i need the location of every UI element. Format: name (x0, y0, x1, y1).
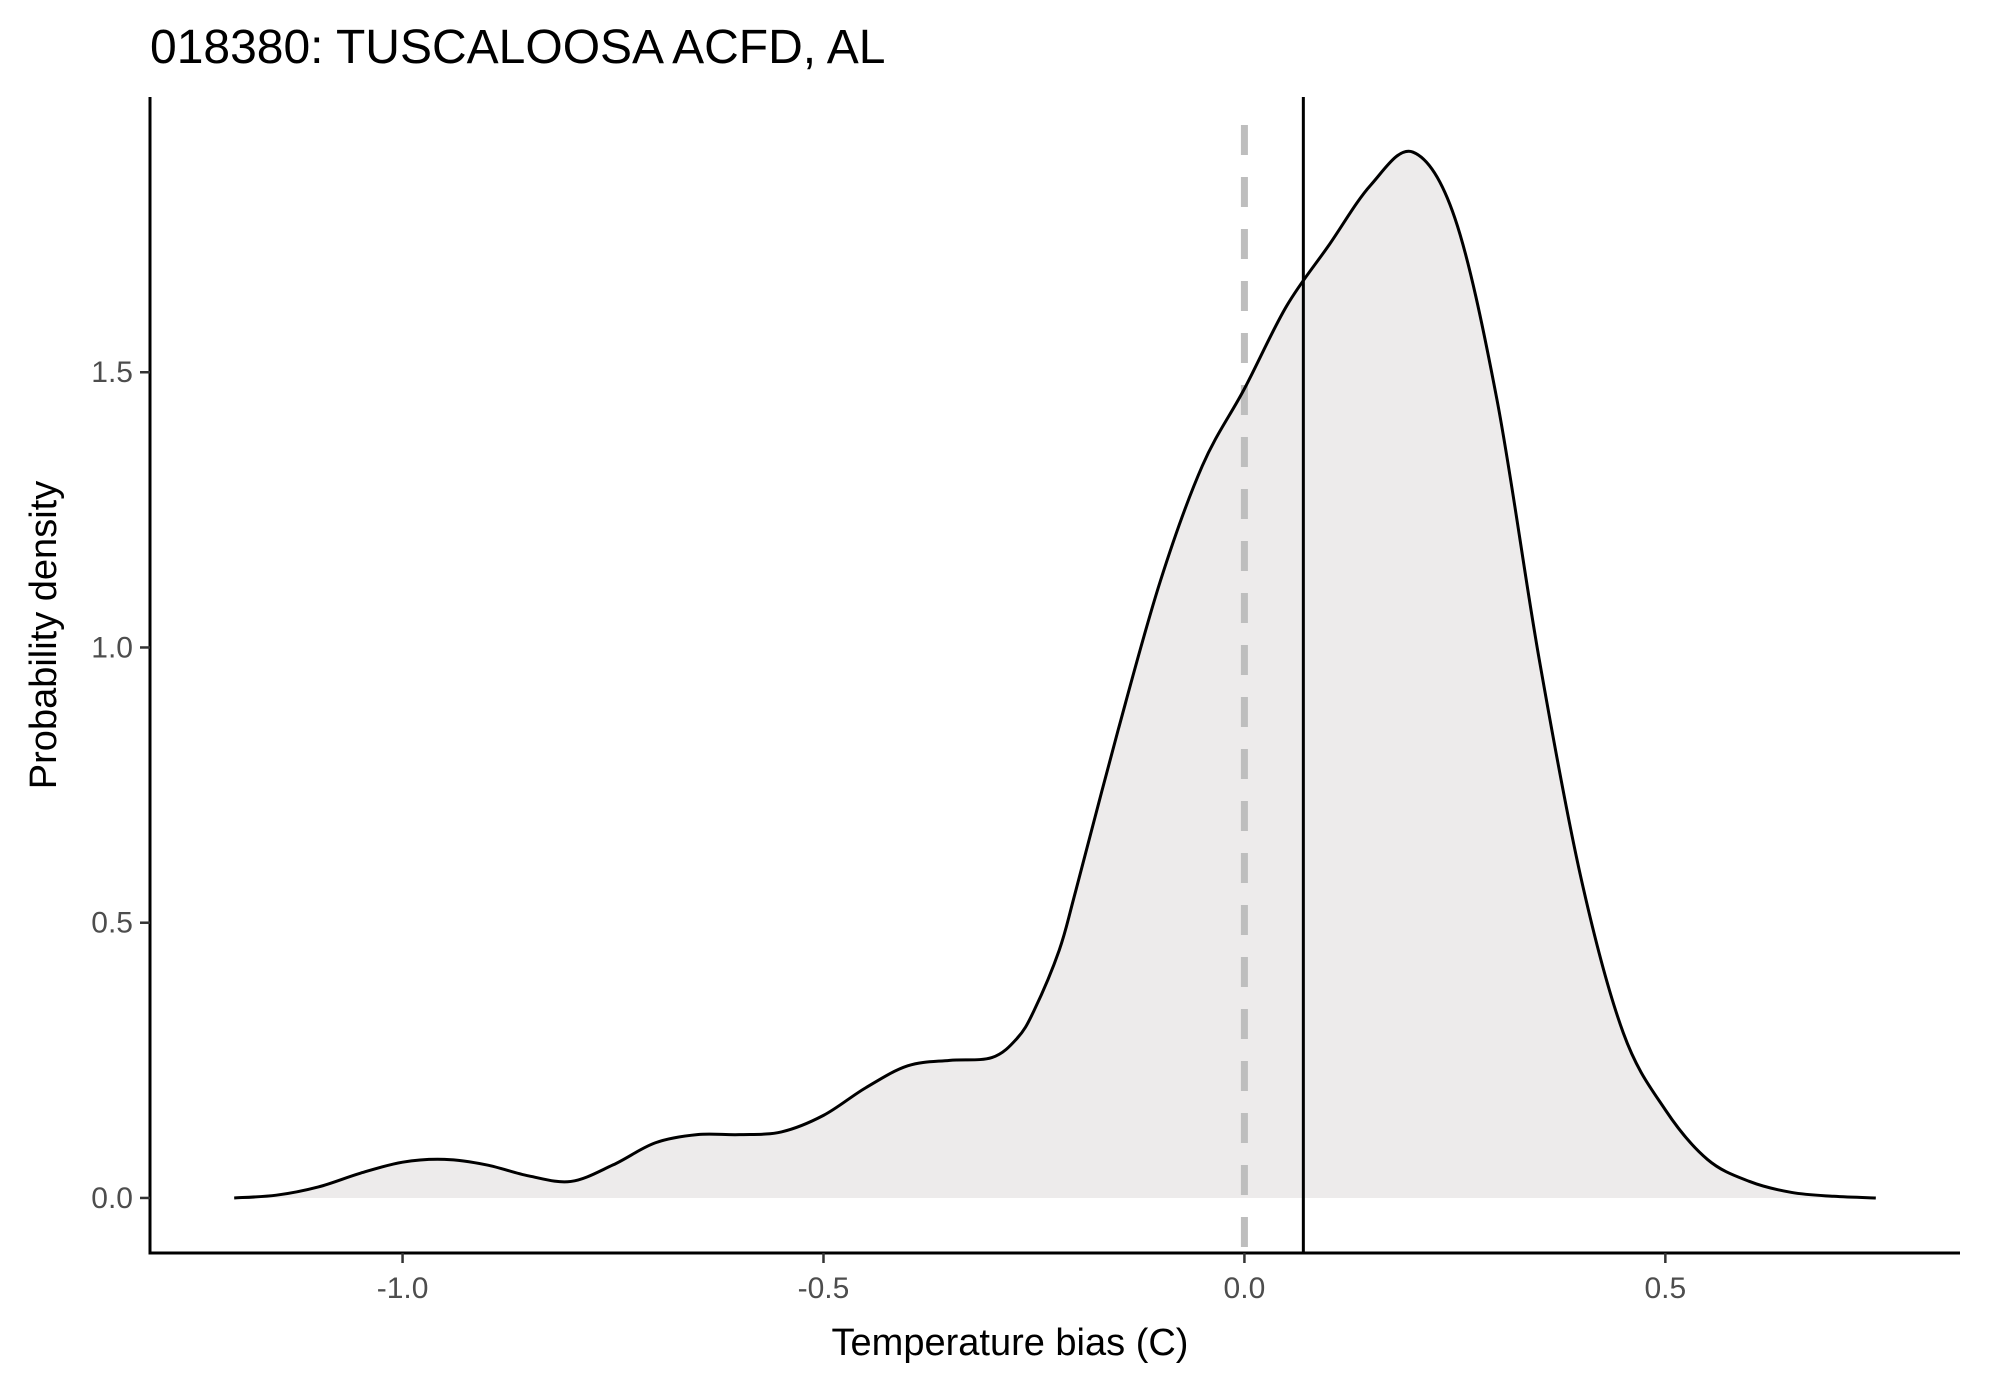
y-axis-title: Probability density (23, 481, 65, 789)
x-tick-label: -1.0 (377, 1272, 429, 1305)
plot-area (234, 97, 1876, 1253)
y-tick-label: 1.0 (91, 631, 133, 664)
density-fill (234, 151, 1876, 1198)
y-tick-label: 0.0 (91, 1182, 133, 1215)
x-tick-label: -0.5 (798, 1272, 850, 1305)
x-tick-label: 0.5 (1644, 1272, 1686, 1305)
y-tick-label: 1.5 (91, 356, 133, 389)
x-axis-title: Temperature bias (C) (832, 1322, 1189, 1364)
density-line (234, 149, 1876, 1200)
x-axis-ticks: -1.0 -0.5 0.0 0.5 (377, 1253, 1686, 1305)
chart-title: 018380: TUSCALOOSA ACFD, AL (150, 21, 886, 74)
y-axis-ticks: 0.0 0.5 1.0 1.5 (91, 356, 150, 1215)
x-tick-label: 0.0 (1224, 1272, 1266, 1305)
y-tick-label: 0.5 (91, 907, 133, 940)
